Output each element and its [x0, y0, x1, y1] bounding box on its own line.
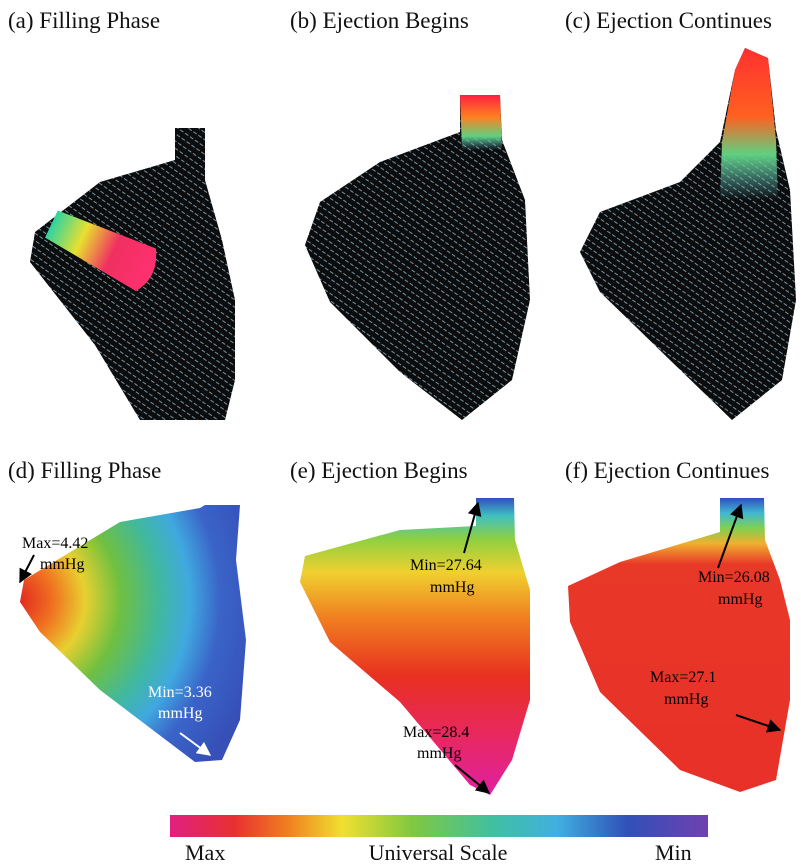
panel-title: (c) Ejection Continues: [565, 8, 772, 33]
annotation-text: Max=4.42: [22, 535, 88, 552]
panel-title: (b) Ejection Begins: [290, 8, 469, 33]
annotation-text: Min=27.64: [410, 557, 482, 574]
panel-title: (d) Filling Phase: [8, 458, 161, 483]
annotation-text: mmHg: [430, 579, 474, 596]
annotation-text: Max=28.4: [403, 724, 469, 741]
scale-title: Universal Scale: [369, 840, 508, 865]
annotation-text: mmHg: [718, 591, 762, 608]
annotation-text: Max=27.1: [650, 669, 716, 686]
scale-min-label: Min: [655, 840, 692, 865]
figure: (a) Filling Phase (b) Ejection Begins (c…: [0, 0, 812, 865]
annotation-text: mmHg: [158, 705, 202, 722]
scale-max-label: Max: [185, 840, 225, 865]
annotation-text: Min=26.08: [698, 569, 770, 586]
panel-title: (f) Ejection Continues: [565, 458, 769, 483]
annotation-text: Min=3.36: [148, 684, 212, 701]
panel-title: (a) Filling Phase: [8, 8, 160, 33]
annotation-text: mmHg: [664, 691, 708, 708]
annotation-text: mmHg: [417, 745, 461, 762]
pressure-map: [300, 498, 530, 795]
color-scale: [170, 815, 708, 837]
pressure-map: [568, 498, 790, 792]
panel-title: (e) Ejection Begins: [290, 458, 468, 483]
outflow-jet: [460, 95, 502, 150]
annotation-text: mmHg: [40, 556, 84, 573]
